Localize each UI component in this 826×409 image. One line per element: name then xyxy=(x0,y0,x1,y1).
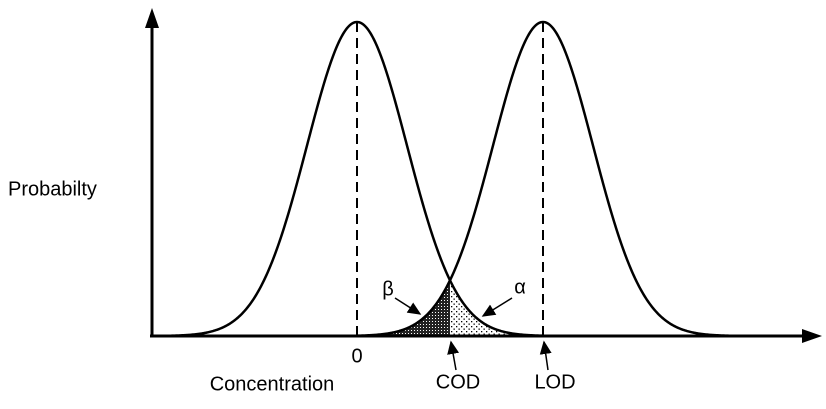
arrow xyxy=(394,297,422,315)
curve xyxy=(339,20,731,338)
x-arrow xyxy=(802,329,822,343)
marker-label: COD xyxy=(436,371,480,393)
region-label: α xyxy=(514,276,526,298)
curve xyxy=(164,20,561,338)
alpha-region xyxy=(450,280,520,336)
marker-label: LOD xyxy=(534,371,575,393)
y-arrow xyxy=(145,8,159,28)
y-axis-label: Probabilty xyxy=(8,178,97,200)
arrow xyxy=(539,340,552,371)
arrow xyxy=(481,297,513,317)
x-axis-label: Concentration xyxy=(210,373,335,395)
region-label: β xyxy=(382,278,394,300)
marker-label: 0 xyxy=(351,345,362,367)
beta-region xyxy=(380,280,450,336)
arrow xyxy=(447,340,460,371)
